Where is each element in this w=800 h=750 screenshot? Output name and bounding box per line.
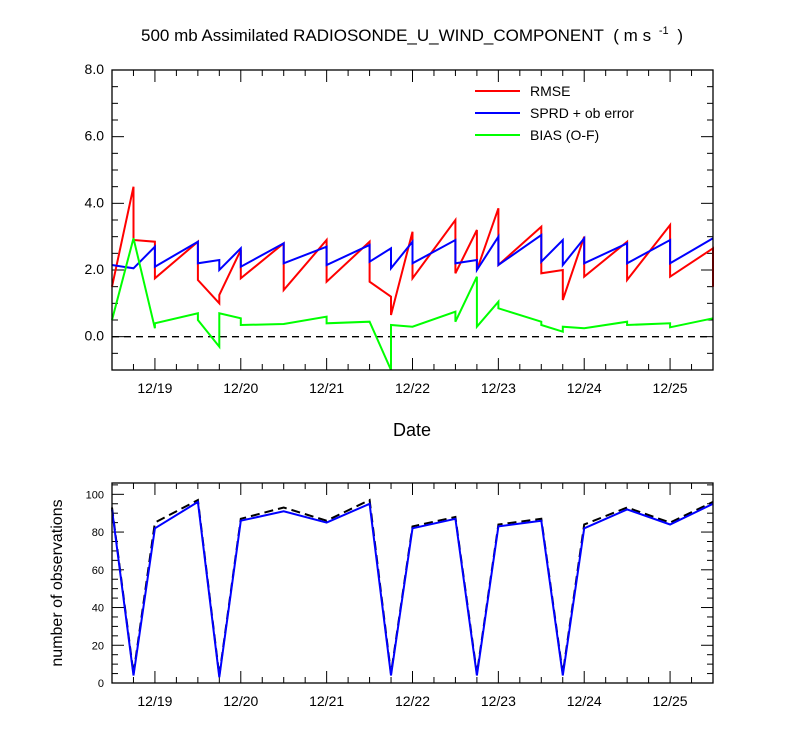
x-tick-label: 12/25 [653,380,688,396]
rmse-spread-bias-plot: 12/19 12/20 12/21 12/22 12/23 12/24 12/25 0.0 2.… [85,61,714,440]
legend-label: RMSE [530,83,570,99]
chart-title-text: 500 mb Assimilated RADIOSONDE_U_WIND_COM… [141,26,604,45]
chart-title-units: ( m s [613,26,651,45]
x-tick-label: 12/22 [395,380,430,396]
legend-label: SPRD + ob error [530,105,634,121]
series-1-line [111,498,714,676]
series-2-line [111,500,714,678]
y-tick-label: 20 [92,640,104,652]
y-tick-label: 2.0 [85,261,105,277]
chart-title-units-close: ) [677,26,683,45]
x-tick-label: 12/19 [137,693,172,709]
x-tick-label: 12/19 [137,380,172,396]
chart-title: 500 mb Assimilated RADIOSONDE_U_WIND_COM… [141,19,683,45]
y-tick-label: 0 [98,678,104,690]
y-tick-label: 100 [86,489,104,501]
y-tick-label: 0.0 [85,328,105,344]
x-tick-label: 12/21 [309,380,344,396]
x-tick-label: 12/21 [309,693,344,709]
bottom-plot-frame [111,482,714,684]
bias-o-f-line [111,238,714,371]
x-tick-label: 12/20 [223,693,258,709]
top-legend: RMSE SPRD + ob error BIAS (O-F) [475,83,634,143]
x-tick-label: 12/25 [653,693,688,709]
bottom-y-axis-label: number of observations [49,499,66,666]
y-tick-label: 6.0 [85,128,105,144]
y-tick-label: 40 [92,603,104,615]
x-tick-label: 12/23 [481,380,516,396]
top-x-axis-label: Date [393,420,431,440]
x-tick-label: 12/22 [395,693,430,709]
chart-title-units-sup: -1 [659,25,669,37]
top-plot-frame [111,69,714,371]
sprd-ob-error-line [111,233,714,274]
x-tick-label: 12/24 [567,380,602,396]
x-tick-label: 12/24 [567,693,602,709]
legend-label: BIAS (O-F) [530,127,599,143]
y-tick-label: 80 [92,527,104,539]
y-tick-label: 8.0 [85,61,105,77]
top-plot-marks: 12/19 12/20 12/21 12/22 12/23 12/24 12/25 0.0 2.… [85,61,714,396]
y-tick-label: 60 [92,565,104,577]
bottom-plot-marks: 12/19 12/20 12/21 12/22 12/23 12/24 12/25 0 20 40… [86,483,714,709]
x-tick-label: 12/20 [223,380,258,396]
observation-count-plot: 12/19 12/20 12/21 12/22 12/23 12/24 12/25 0 20 40… [49,482,714,709]
y-tick-label: 4.0 [85,194,105,210]
x-tick-label: 12/23 [481,693,516,709]
